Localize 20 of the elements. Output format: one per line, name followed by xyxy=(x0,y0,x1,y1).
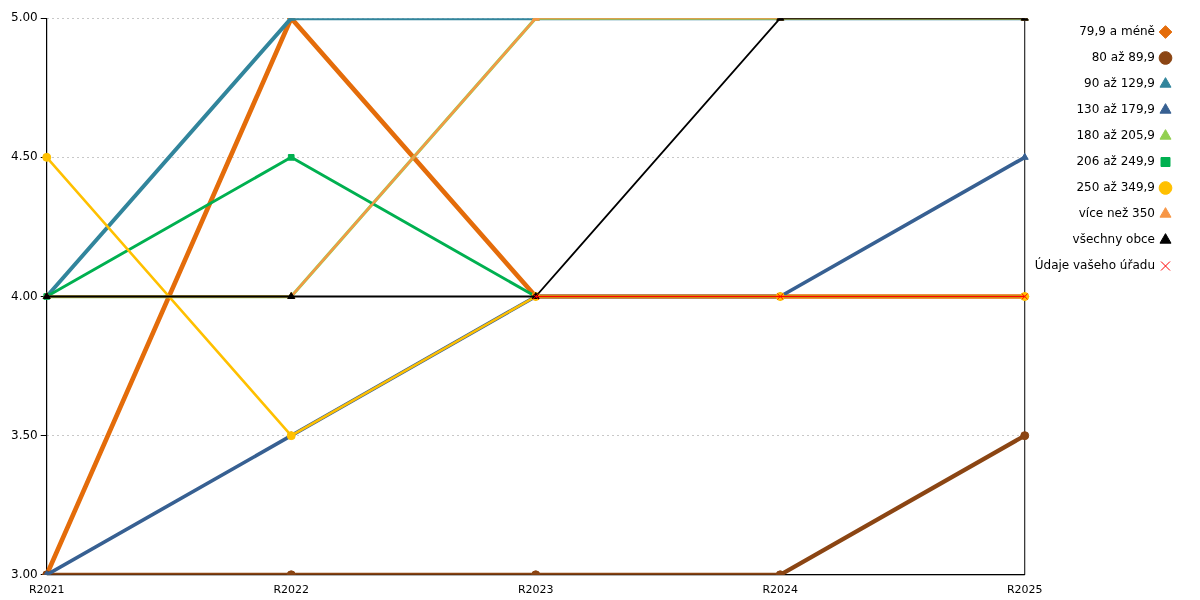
x-tick-label: R2025 xyxy=(1006,583,1043,597)
y-tick-label: 3.50 xyxy=(11,427,38,442)
legend-label: 80 až 89,9 xyxy=(1091,50,1155,65)
y-tick-label: 4.50 xyxy=(11,149,38,164)
y-tick-label: 3.00 xyxy=(11,566,38,581)
legend-label: 206 až 249,9 xyxy=(1076,154,1155,169)
legend-label: všechny obce xyxy=(1072,232,1155,247)
x-tick-label: R2024 xyxy=(762,583,799,597)
legend-label: 79,9 a méně xyxy=(1079,24,1155,39)
y-tick-label: 4.00 xyxy=(11,288,38,303)
y-tick-label: 5.00 xyxy=(11,10,38,25)
legend-label: 250 až 349,9 xyxy=(1076,180,1155,195)
x-tick-label: R2023 xyxy=(517,583,554,597)
x-tick-label: R2021 xyxy=(28,583,65,597)
legend-label: 90 až 129,9 xyxy=(1084,76,1155,91)
x-tick-label: R2022 xyxy=(273,583,310,597)
legend-label: 180 až 205,9 xyxy=(1076,128,1155,143)
legend-label: více než 350 xyxy=(1078,206,1155,221)
legend-label: 130 až 179,9 xyxy=(1076,102,1155,117)
legend-label: Údaje vašeho úřadu xyxy=(1034,257,1155,273)
